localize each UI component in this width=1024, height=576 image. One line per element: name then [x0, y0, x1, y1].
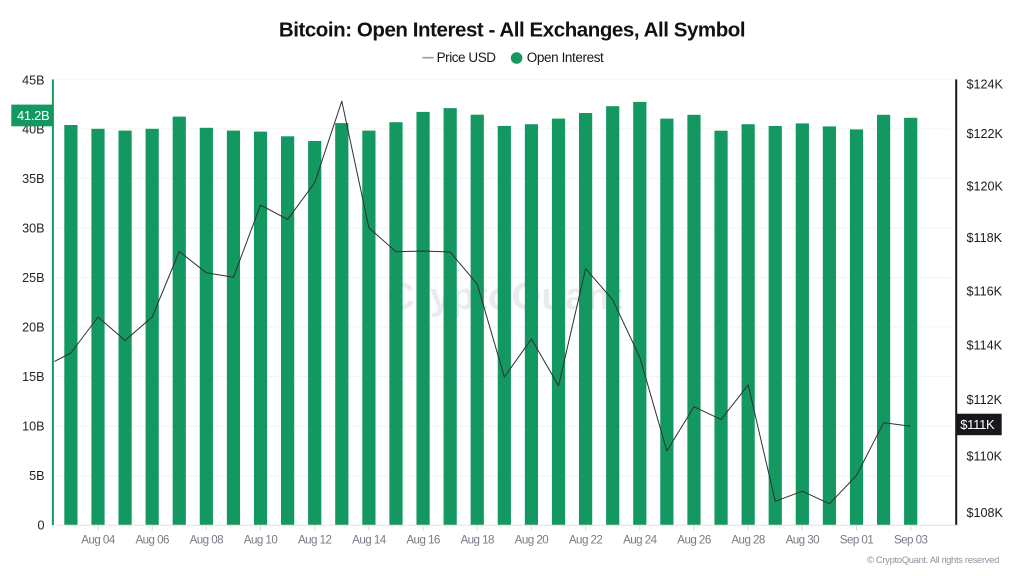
svg-text:Aug 18: Aug 18 — [460, 534, 494, 547]
svg-text:Sep 03: Sep 03 — [894, 534, 928, 547]
svg-text:Aug 10: Aug 10 — [244, 534, 278, 547]
svg-text:Aug 22: Aug 22 — [569, 534, 603, 547]
svg-text:© CryptoQuant. All rights rese: © CryptoQuant. All rights reserved — [867, 555, 999, 566]
svg-text:$110K: $110K — [967, 450, 1003, 464]
svg-text:$114K: $114K — [967, 338, 1003, 352]
svg-text:Price USD: Price USD — [437, 50, 497, 65]
svg-text:Aug 20: Aug 20 — [515, 534, 549, 547]
svg-text:Aug 08: Aug 08 — [190, 534, 224, 547]
svg-text:$112K: $112K — [967, 393, 1003, 407]
svg-text:$116K: $116K — [967, 284, 1003, 298]
svg-text:10B: 10B — [22, 420, 44, 434]
svg-text:Aug 12: Aug 12 — [298, 534, 332, 547]
svg-text:$120K: $120K — [967, 179, 1004, 193]
svg-text:Bitcoin: Open Interest - All E: Bitcoin: Open Interest - All Exchanges, … — [279, 19, 745, 42]
svg-text:Aug 16: Aug 16 — [406, 534, 440, 547]
svg-text:Aug 04: Aug 04 — [81, 534, 116, 547]
svg-text:$122K: $122K — [967, 127, 1004, 141]
svg-text:30B: 30B — [22, 222, 44, 236]
svg-text:45B: 45B — [22, 73, 44, 87]
svg-text:41.2B: 41.2B — [17, 108, 49, 123]
svg-text:25B: 25B — [22, 271, 44, 285]
svg-text:$124K: $124K — [967, 77, 1004, 91]
svg-text:20B: 20B — [22, 321, 44, 335]
svg-text:Aug 06: Aug 06 — [135, 534, 169, 547]
svg-text:$108K: $108K — [967, 506, 1004, 520]
svg-text:Sep 01: Sep 01 — [840, 534, 874, 547]
svg-text:$111K: $111K — [960, 417, 995, 432]
svg-text:Aug 24: Aug 24 — [623, 534, 658, 547]
svg-text:$118K: $118K — [967, 231, 1003, 245]
svg-text:35B: 35B — [22, 172, 44, 186]
svg-text:15B: 15B — [22, 370, 44, 384]
svg-text:Aug 26: Aug 26 — [677, 534, 711, 547]
svg-text:Open Interest: Open Interest — [527, 50, 604, 65]
svg-text:Aug 14: Aug 14 — [352, 534, 387, 547]
svg-text:Aug 30: Aug 30 — [786, 534, 820, 547]
svg-text:0: 0 — [37, 519, 44, 533]
svg-text:5B: 5B — [29, 469, 44, 483]
svg-text:Aug 28: Aug 28 — [731, 534, 765, 547]
